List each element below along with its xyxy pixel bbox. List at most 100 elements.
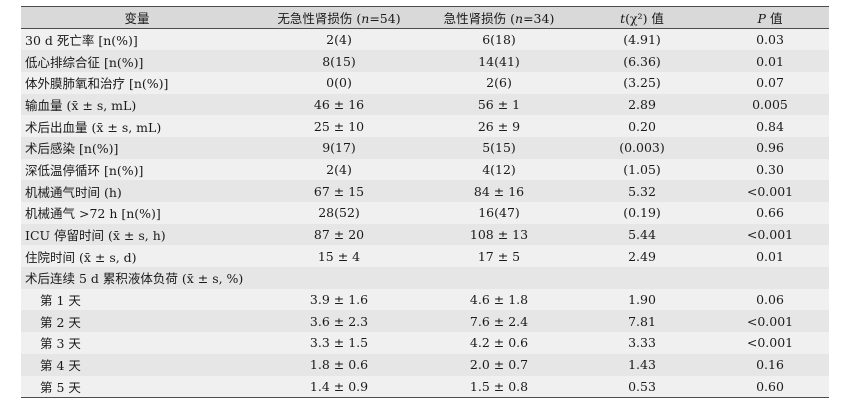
cell-non-aki xyxy=(253,267,425,289)
cell-statistic: (0.19) xyxy=(623,205,661,221)
header-aki-n: n xyxy=(515,11,524,26)
cell-variable: 深低温停循环 [n(%)] xyxy=(25,162,144,178)
header-non-aki-prefix: 无急性肾损伤 ( xyxy=(277,11,362,26)
cell-statistic: (4.91) xyxy=(623,32,661,48)
cell-non-aki: 28(52) xyxy=(318,205,360,221)
cell-statistic: (0.003) xyxy=(619,140,665,156)
cell-p-value: 0.03 xyxy=(756,32,784,48)
cell-p-value: 0.30 xyxy=(756,161,784,177)
cell-aki: 56 ± 1 xyxy=(477,96,521,112)
header-non-aki-group: 无急性肾损伤 (n=54) xyxy=(253,7,425,29)
header-row: 变量 无急性肾损伤 (n=54) 急性肾损伤 (n=34) t(χ²) 值 P … xyxy=(21,6,829,29)
header-p-suffix: 值 xyxy=(765,11,783,26)
cell-p-value: <0.001 xyxy=(746,335,794,351)
table-row: 30 d 死亡率 [n(%)] 2(4) 6(18) (4.91) 0.03 xyxy=(21,28,829,51)
cell-statistic: (1.05) xyxy=(623,161,661,177)
cell-aki: 2.0 ± 0.7 xyxy=(469,357,529,373)
cell-aki: 2(6) xyxy=(486,75,512,91)
cell-p-value: 0.01 xyxy=(756,53,784,69)
cell-aki: 4.6 ± 1.8 xyxy=(469,292,529,308)
cell-non-aki: 67 ± 15 xyxy=(313,183,365,199)
cell-variable: 低心排综合征 [n(%)] xyxy=(25,54,144,70)
table-header: 变量 无急性肾损伤 (n=54) 急性肾损伤 (n=34) t(χ²) 值 P … xyxy=(21,6,829,29)
cell-variable: 体外膜肺氧和治疗 [n(%)] xyxy=(25,76,169,92)
table-row: ICU 停留时间 (x̄ ± s, h) 87 ± 20 108 ± 13 5.44 <… xyxy=(21,223,829,246)
cell-statistic: 1.43 xyxy=(628,357,656,373)
cell-statistic: (3.25) xyxy=(623,75,661,91)
cell-non-aki: 15 ± 4 xyxy=(317,248,361,264)
cell-statistic: 7.81 xyxy=(628,313,656,329)
table-row: 体外膜肺氧和治疗 [n(%)] 0(0) 2(6) (3.25) 0.07 xyxy=(21,71,829,94)
cell-statistic: 1.90 xyxy=(628,292,656,308)
table-row: 机械通气时间 (h) 67 ± 15 84 ± 16 5.32 <0.001 xyxy=(21,180,829,202)
cell-p-value: 0.96 xyxy=(756,140,784,156)
header-non-aki-suffix: =54) xyxy=(369,11,401,26)
cell-variable: 术后出血量 (x̄ ± s, mL) xyxy=(25,119,162,135)
cell-statistic: 2.89 xyxy=(628,96,656,112)
cell-aki: 84 ± 16 xyxy=(473,183,525,199)
cell-aki: 16(47) xyxy=(478,205,520,221)
cell-aki xyxy=(425,267,573,289)
cell-non-aki: 0(0) xyxy=(326,75,352,91)
cell-variable: 第 3 天 xyxy=(40,336,81,352)
table-row: 深低温停循环 [n(%)] 2(4) 4(12) (1.05) 0.30 xyxy=(21,158,829,181)
cell-statistic: 0.20 xyxy=(628,118,656,134)
table-row: 输血量 (x̄ ± s, mL) 46 ± 16 56 ± 1 2.89 0.005 xyxy=(21,93,829,116)
cell-non-aki: 3.3 ± 1.5 xyxy=(309,335,369,351)
outcome-comparison-table: 变量 无急性肾损伤 (n=54) 急性肾损伤 (n=34) t(χ²) 值 P … xyxy=(21,6,829,398)
cell-non-aki: 3.9 ± 1.6 xyxy=(309,292,369,308)
cell-p-value: <0.001 xyxy=(746,183,794,199)
cell-non-aki: 2(4) xyxy=(326,32,352,48)
cell-variable: 第 4 天 xyxy=(40,358,81,374)
table-row: 第 4 天 1.8 ± 0.6 2.0 ± 0.7 1.43 0.16 xyxy=(21,353,829,376)
header-aki-suffix: =34) xyxy=(523,11,555,26)
header-aki-group: 急性肾损伤 (n=34) xyxy=(425,7,573,29)
table-row: 住院时间 (x̄ ± s, d) 15 ± 4 17 ± 5 2.49 0.01 xyxy=(21,245,829,268)
table-row: 第 3 天 3.3 ± 1.5 4.2 ± 0.6 3.33 <0.001 xyxy=(21,332,829,354)
table-row: 术后连续 5 d 累积液体负荷 (x̄ ± s, %) xyxy=(21,267,829,289)
cell-aki: 1.5 ± 0.8 xyxy=(469,378,529,394)
cell-p-value xyxy=(711,267,829,289)
cell-p-value: 0.66 xyxy=(756,205,784,221)
cell-statistic: 5.32 xyxy=(628,183,656,199)
cell-aki: 7.6 ± 2.4 xyxy=(469,313,529,329)
cell-non-aki: 1.8 ± 0.6 xyxy=(309,357,369,373)
cell-variable: 第 1 天 xyxy=(40,293,81,309)
cell-variable: 第 2 天 xyxy=(40,314,81,330)
cell-variable: 机械通气 >72 h [n(%)] xyxy=(25,206,161,222)
cell-variable: ICU 停留时间 (x̄ ± s, h) xyxy=(25,228,166,244)
cell-aki: 4.2 ± 0.6 xyxy=(469,335,529,351)
cell-variable: 住院时间 (x̄ ± s, d) xyxy=(25,249,137,265)
cell-non-aki: 1.4 ± 0.9 xyxy=(309,378,369,394)
table-row: 机械通气 >72 h [n(%)] 28(52) 16(47) (0.19) 0.66 xyxy=(21,202,829,224)
cell-aki: 14(41) xyxy=(478,53,520,69)
cell-p-value: 0.06 xyxy=(756,292,784,308)
cell-p-value: 0.84 xyxy=(756,118,784,134)
cell-statistic: (6.36) xyxy=(623,53,661,69)
table-row: 第 2 天 3.6 ± 2.3 7.6 ± 2.4 7.81 <0.001 xyxy=(21,310,829,333)
cell-p-value: 0.005 xyxy=(752,96,788,112)
cell-aki: 26 ± 9 xyxy=(477,118,521,134)
cell-aki: 6(18) xyxy=(482,32,516,48)
cell-aki: 108 ± 13 xyxy=(469,227,529,243)
table-row: 低心排综合征 [n(%)] 8(15) 14(41) (6.36) 0.01 xyxy=(21,50,829,72)
cell-variable: 术后感染 [n(%)] xyxy=(25,141,119,157)
cell-p-value: <0.001 xyxy=(746,227,794,243)
cell-aki: 17 ± 5 xyxy=(477,248,521,264)
cell-statistic: 0.53 xyxy=(628,378,656,394)
header-stat-t: t xyxy=(620,11,626,26)
table-row: 第 1 天 3.9 ± 1.6 4.6 ± 1.8 1.90 0.06 xyxy=(21,288,829,311)
table-row: 术后出血量 (x̄ ± s, mL) 25 ± 10 26 ± 9 0.20 0.84 xyxy=(21,115,829,137)
cell-variable: 输血量 (x̄ ± s, mL) xyxy=(25,97,137,113)
cell-p-value: 0.07 xyxy=(756,75,784,91)
cell-variable: 机械通气时间 (h) xyxy=(25,184,122,200)
cell-non-aki: 8(15) xyxy=(322,53,356,69)
cell-statistic: 5.44 xyxy=(628,227,656,243)
table-row: 术后感染 [n(%)] 9(17) 5(15) (0.003) 0.96 xyxy=(21,136,829,159)
table-body: 30 d 死亡率 [n(%)] 2(4) 6(18) (4.91) 0.03 低心排综合征… xyxy=(21,28,829,398)
cell-p-value: 0.01 xyxy=(756,248,784,264)
cell-aki: 5(15) xyxy=(482,140,516,156)
cell-statistic: 3.33 xyxy=(628,335,656,351)
header-non-aki-n: n xyxy=(361,11,370,26)
header-stat-rest: (χ²) 值 xyxy=(625,11,664,26)
